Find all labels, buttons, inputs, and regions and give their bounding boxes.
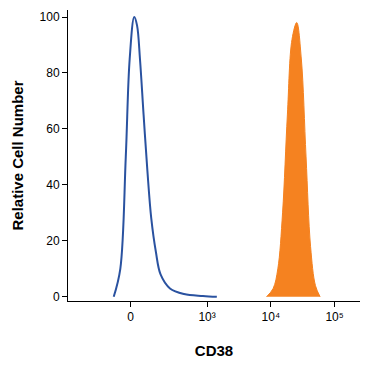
svg-text:20: 20 [46,234,60,248]
svg-text:40: 40 [46,178,60,192]
svg-text:0: 0 [127,310,134,324]
svg-text:CD38: CD38 [195,342,233,359]
svg-text:100: 100 [40,10,60,24]
svg-text:80: 80 [46,66,60,80]
svg-text:10⁵: 10⁵ [325,310,343,324]
svg-text:10⁴: 10⁴ [262,310,281,324]
svg-text:60: 60 [46,122,60,136]
svg-text:Relative Cell Number: Relative Cell Number [9,80,26,230]
svg-text:0: 0 [53,290,60,304]
svg-text:10³: 10³ [198,310,215,324]
